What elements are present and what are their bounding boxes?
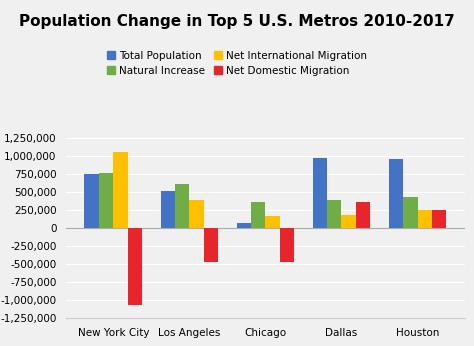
Text: Population Change in Top 5 U.S. Metros 2010-2017: Population Change in Top 5 U.S. Metros 2… <box>19 14 455 29</box>
Bar <box>341 215 356 228</box>
Bar <box>389 158 403 228</box>
Bar <box>204 228 219 262</box>
Legend: Total Population, Natural Increase, Net International Migration, Net Domestic Mi: Total Population, Natural Increase, Net … <box>103 47 371 80</box>
Bar <box>84 174 99 228</box>
Bar <box>161 191 175 228</box>
Bar <box>403 198 418 228</box>
Bar <box>99 173 113 228</box>
Bar <box>128 228 142 304</box>
Bar <box>418 210 432 228</box>
Bar <box>432 210 447 228</box>
Bar <box>280 228 294 262</box>
Bar <box>356 202 370 228</box>
Bar <box>237 222 251 228</box>
Bar <box>113 152 128 228</box>
Bar <box>251 202 265 228</box>
Bar <box>327 200 341 228</box>
Bar <box>265 216 280 228</box>
Bar <box>312 158 327 228</box>
Bar <box>175 184 190 228</box>
Bar <box>190 200 204 228</box>
